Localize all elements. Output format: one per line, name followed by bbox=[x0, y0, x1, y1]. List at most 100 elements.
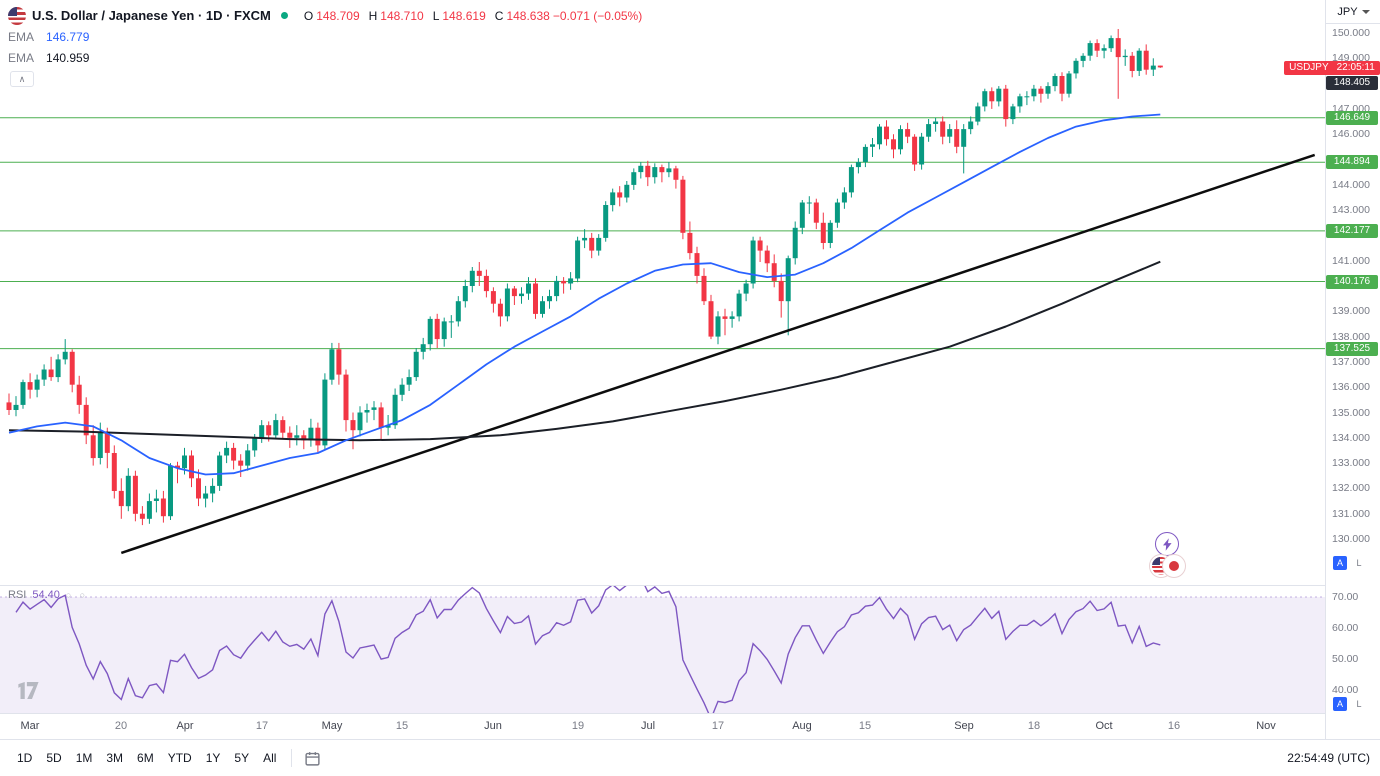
price-axis-label: 139.000 bbox=[1332, 305, 1370, 317]
lightning-bolt-glyph bbox=[1162, 537, 1172, 551]
caret-down-icon bbox=[1361, 9, 1370, 14]
ema-fast-label: EMA bbox=[8, 29, 35, 44]
ema-slow-value: 140.959 bbox=[46, 50, 90, 65]
time-axis-tick: 17 bbox=[255, 720, 269, 732]
legend-collapse-button[interactable]: ∧ bbox=[10, 71, 34, 87]
rsi-log-scale-button[interactable]: L bbox=[1352, 697, 1366, 711]
range-1m-button[interactable]: 1M bbox=[69, 747, 100, 769]
currency-label: JPY bbox=[1337, 5, 1358, 18]
rsi-axis-label: 40.00 bbox=[1332, 684, 1359, 696]
price-axis-label: 130.000 bbox=[1332, 533, 1370, 545]
price-level-badge: 144.894 bbox=[1326, 155, 1378, 169]
range-6m-button[interactable]: 6M bbox=[130, 747, 161, 769]
high-value: 148.710 bbox=[380, 8, 424, 23]
last-price-badge: 148.405 bbox=[1326, 76, 1378, 90]
open-value: 148.709 bbox=[316, 8, 360, 23]
symbol-title: U.S. Dollar / Japanese Yen · 1D · FXCM bbox=[32, 8, 271, 23]
time-axis-tick: Jun bbox=[484, 720, 502, 732]
rsi-auto-scale-button[interactable]: A bbox=[1333, 697, 1347, 711]
price-axis-label: 144.000 bbox=[1332, 179, 1370, 191]
range-1y-button[interactable]: 1Y bbox=[199, 747, 228, 769]
toolbar-divider bbox=[291, 749, 293, 767]
price-axis-label: 135.000 bbox=[1332, 407, 1370, 419]
market-status-dot-icon bbox=[280, 12, 288, 19]
price-axis-label: 133.000 bbox=[1332, 457, 1370, 469]
go-to-date-button[interactable] bbox=[300, 748, 325, 769]
time-axis-tick: 16 bbox=[1167, 720, 1181, 732]
price-level-badge: 142.177 bbox=[1326, 224, 1378, 238]
currency-selector[interactable]: JPY bbox=[1326, 0, 1380, 24]
pane-divider[interactable] bbox=[0, 585, 1380, 586]
instant-trading-lightning-icon[interactable] bbox=[1155, 532, 1179, 556]
range-1d-button[interactable]: 1D bbox=[10, 747, 39, 769]
change-value: −0.071 (−0.05%) bbox=[552, 8, 643, 23]
ema-fast-legend[interactable]: EMA 146.779 bbox=[8, 26, 642, 47]
rsi-axis-label: 70.00 bbox=[1332, 591, 1359, 603]
price-axis-label: 141.000 bbox=[1332, 255, 1370, 267]
close-value: 148.638 bbox=[506, 8, 550, 23]
high-label: H bbox=[368, 8, 378, 23]
rsi-value: 54.40 bbox=[32, 589, 60, 601]
main-chart-canvas[interactable] bbox=[0, 0, 1325, 713]
rsi-label: RSI bbox=[8, 589, 27, 601]
time-axis-tick: 15 bbox=[395, 720, 409, 732]
time-axis-tick: Apr bbox=[176, 720, 194, 732]
range-ytd-button[interactable]: YTD bbox=[161, 747, 199, 769]
time-axis-tick: Sep bbox=[954, 720, 974, 732]
price-axis-label: 132.000 bbox=[1332, 482, 1370, 494]
calendar-icon bbox=[305, 751, 321, 766]
chart-legend: U.S. Dollar / Japanese Yen · 1D · FXCM O… bbox=[8, 5, 642, 87]
time-axis-tick: Oct bbox=[1095, 720, 1113, 732]
rsi-legend[interactable]: RSI 54.40 ○ ○ bbox=[8, 589, 88, 601]
low-label: L bbox=[432, 8, 440, 23]
rsi-axis-label: 60.00 bbox=[1332, 622, 1359, 634]
time-axis-tick: 15 bbox=[858, 720, 872, 732]
price-axis-label: 138.000 bbox=[1332, 331, 1370, 343]
time-axis-tick: 19 bbox=[571, 720, 585, 732]
open-label: O bbox=[303, 8, 314, 23]
range-5d-button[interactable]: 5D bbox=[39, 747, 68, 769]
time-axis-tick: Nov bbox=[1256, 720, 1276, 732]
time-axis-tick: May bbox=[321, 720, 343, 732]
time-axis-tick: 20 bbox=[114, 720, 128, 732]
price-axis-label: 143.000 bbox=[1332, 204, 1370, 216]
price-axis-label: 146.000 bbox=[1332, 128, 1370, 140]
ema-fast-value: 146.779 bbox=[46, 29, 90, 44]
clock[interactable]: 22:54:49 (UTC) bbox=[1287, 751, 1370, 765]
time-axis-tick: Jul bbox=[640, 720, 656, 732]
ema-slow-legend[interactable]: EMA 140.959 bbox=[8, 47, 642, 68]
chevron-up-icon: ∧ bbox=[18, 74, 26, 84]
range-all-button[interactable]: All bbox=[256, 747, 283, 769]
range-5y-button[interactable]: 5Y bbox=[227, 747, 256, 769]
ohlc-readout: O 148.709 H 148.710 L 148.619 C 148.638 −0.0… bbox=[298, 9, 642, 23]
log-scale-button[interactable]: L bbox=[1352, 556, 1366, 570]
auto-scale-button[interactable]: A bbox=[1333, 556, 1347, 570]
ema-slow-label: EMA bbox=[8, 50, 35, 65]
time-axis-tick: 17 bbox=[711, 720, 725, 732]
broker-flags-icon[interactable] bbox=[1150, 554, 1188, 577]
tradingview-logo-watermark bbox=[16, 682, 42, 699]
range-3m-button[interactable]: 3M bbox=[99, 747, 130, 769]
time-axis-tick: Mar bbox=[20, 720, 40, 732]
price-level-badge: 140.176 bbox=[1326, 275, 1378, 289]
price-axis-label: 134.000 bbox=[1332, 432, 1370, 444]
price-axis-label: 136.000 bbox=[1332, 381, 1370, 393]
usdjpy-flag-icon bbox=[8, 6, 26, 25]
symbol-countdown-badge: USDJPY 22:05:11 bbox=[1284, 61, 1380, 75]
time-axis[interactable]: Mar 20 Apr 17 May 15 Jun 19 Jul 17 Aug 15 Sep 18 Oct 16… bbox=[0, 713, 1380, 740]
rsi-legend-markers[interactable]: ○ ○ bbox=[65, 590, 89, 600]
price-axis-label: 137.000 bbox=[1332, 356, 1370, 368]
symbol-legend-row[interactable]: U.S. Dollar / Japanese Yen · 1D · FXCM O… bbox=[8, 5, 642, 26]
main-pane-scale-buttons: A L bbox=[1333, 556, 1366, 570]
date-range-buttons: 1D 5D 1M 3M 6M YTD 1Y 5Y All bbox=[10, 747, 283, 769]
price-axis-label: 131.000 bbox=[1332, 508, 1370, 520]
price-axis-label: 150.000 bbox=[1332, 27, 1370, 39]
rsi-pane-scale-buttons: A L bbox=[1333, 697, 1366, 711]
close-label: C bbox=[494, 8, 504, 23]
time-axis-tick: Aug bbox=[792, 720, 812, 732]
badge-countdown: 22:05:11 bbox=[1336, 62, 1375, 73]
price-level-badge: 146.649 bbox=[1326, 111, 1378, 125]
rsi-axis-label: 50.00 bbox=[1332, 653, 1359, 665]
bottom-toolbar: 1D 5D 1M 3M 6M YTD 1Y 5Y All 22:54:49 (UTC) bbox=[0, 739, 1380, 776]
